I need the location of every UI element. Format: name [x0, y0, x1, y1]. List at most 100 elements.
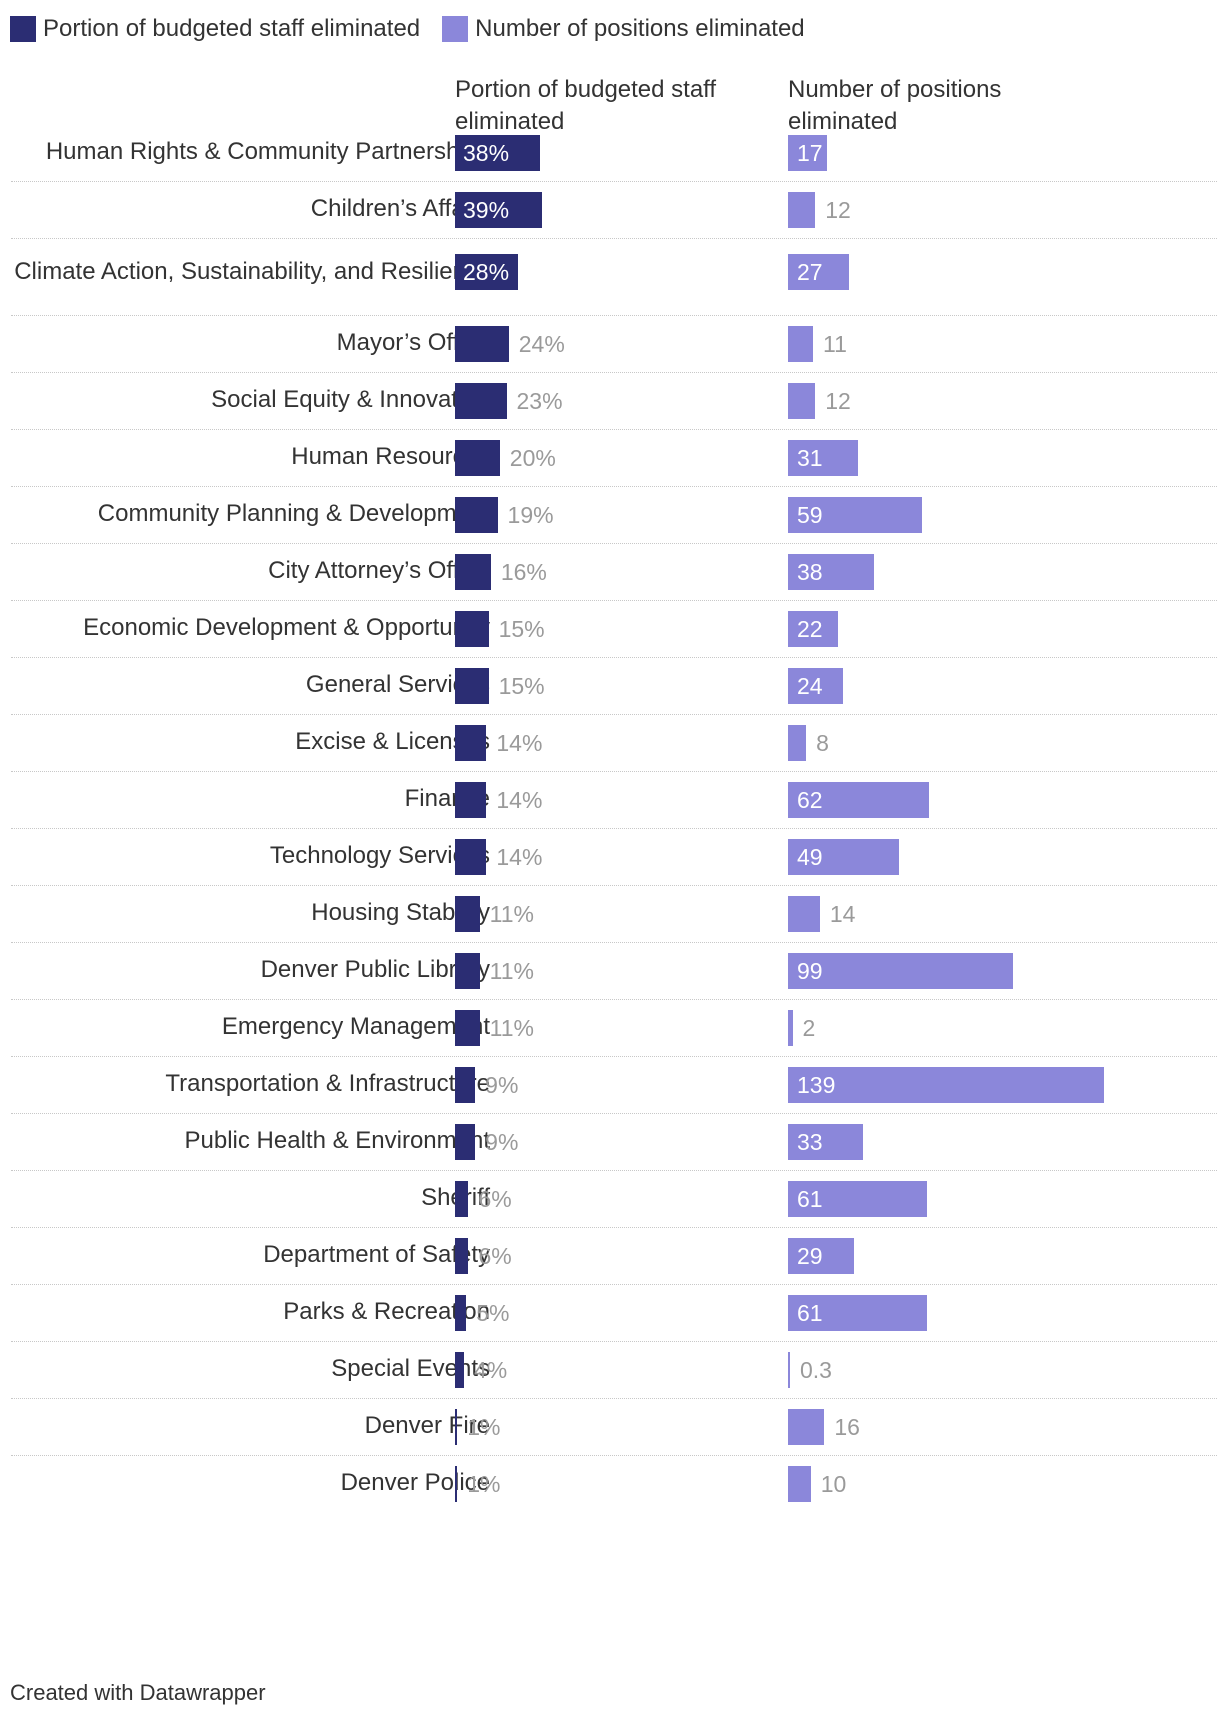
- positions-value-label: 31: [797, 445, 823, 471]
- row-separator: [11, 999, 1217, 1000]
- row-separator: [11, 885, 1217, 886]
- category-label: Denver Public Library: [260, 956, 490, 983]
- pct-value-label: 5%: [476, 1300, 510, 1326]
- pct-value-label: 23%: [516, 388, 563, 414]
- positions-value-label: 8: [816, 730, 829, 756]
- positions-value-label: 38: [797, 559, 823, 585]
- pct-bar: [455, 1409, 458, 1445]
- positions-bar: [788, 383, 816, 419]
- category-label: Transportation & Infrastructure: [165, 1070, 490, 1097]
- datawrapper-credit[interactable]: Created with Datawrapper: [10, 1680, 266, 1705]
- pct-value-label: 14%: [496, 730, 543, 756]
- pct-value-label: 39%: [463, 197, 510, 223]
- row-separator: [11, 771, 1217, 772]
- pct-value-label: 14%: [496, 844, 543, 870]
- positions-value-label: 12: [825, 197, 851, 223]
- column-header-num: Number of positions eliminated: [788, 76, 1002, 135]
- positions-bar: [788, 782, 929, 818]
- pct-bar: [455, 254, 518, 290]
- row-separator: [11, 315, 1217, 316]
- pct-bar: [455, 1352, 464, 1388]
- positions-bar: [788, 1181, 927, 1217]
- pct-value-label: 20%: [509, 445, 556, 471]
- positions-bar: [788, 326, 813, 362]
- legend-label-num: Number of positions eliminated: [475, 15, 805, 42]
- positions-bar: [788, 839, 900, 875]
- pct-value-label: 24%: [518, 331, 565, 357]
- row-separator: [11, 486, 1217, 487]
- row-separator: [11, 238, 1217, 239]
- positions-bar: [788, 896, 820, 932]
- row-separator: [11, 543, 1217, 544]
- pct-value-label: 6%: [478, 1186, 512, 1212]
- positions-value-label: 12: [825, 388, 851, 414]
- pct-bar: [455, 1238, 469, 1274]
- positions-value-label: 49: [797, 844, 823, 870]
- pct-bar: [455, 725, 487, 761]
- pct-value-label: 16%: [500, 559, 547, 585]
- positions-value-label: 29: [797, 1243, 823, 1269]
- positions-bar: [788, 497, 923, 533]
- pct-value-label: 14%: [496, 787, 543, 813]
- positions-bar: [788, 953, 1014, 989]
- category-label: Emergency Management: [221, 1013, 490, 1040]
- row-separator: [11, 714, 1217, 715]
- pct-bar: [455, 896, 480, 932]
- category-label: Housing Stability: [311, 899, 490, 926]
- category-label: City Attorney’s Office: [268, 557, 490, 584]
- pct-bar: [455, 1181, 469, 1217]
- category-label: Special Events: [331, 1355, 490, 1382]
- pct-bar: [455, 440, 500, 476]
- positions-bar: [788, 611, 838, 647]
- positions-value-label: 62: [797, 787, 823, 813]
- pct-value-label: 11%: [489, 1015, 534, 1041]
- row-separator: [11, 429, 1217, 430]
- pct-value-label: 28%: [463, 259, 510, 285]
- category-label: Sheriff: [10, 1183, 490, 1213]
- positions-value-label: 139: [797, 1072, 836, 1098]
- category-label: Climate Action, Sustainability, and Resi…: [14, 258, 490, 285]
- positions-bar: [788, 254, 850, 290]
- row-separator: [11, 1056, 1217, 1057]
- pct-bar: [455, 1067, 476, 1103]
- category-label: Excise & Licenses: [295, 728, 490, 755]
- row-separator: [11, 1227, 1217, 1228]
- category-label: General Services: [305, 671, 490, 698]
- positions-value-label: 24: [797, 673, 823, 699]
- row-separator: [11, 1170, 1217, 1171]
- category-label: Public Health & Environment: [184, 1127, 490, 1154]
- pct-bar: [455, 782, 487, 818]
- pct-value-label: 6%: [478, 1243, 512, 1269]
- bar-chart: Human Rights & Community Partnerships 38%…: [10, 135, 1217, 1502]
- pct-bar: [455, 839, 487, 875]
- positions-value-label: 99: [797, 958, 823, 984]
- legend-item-pct: Portion of budgeted staff eliminated: [10, 15, 420, 43]
- pct-bar: [455, 1010, 480, 1046]
- category-label: Department of Safety: [263, 1241, 490, 1268]
- positions-value-label: 10: [820, 1471, 847, 1497]
- row-separator: [11, 372, 1217, 373]
- pct-bar: [455, 192, 543, 228]
- positions-value-label: 14: [829, 901, 856, 927]
- positions-bar: [788, 668, 843, 704]
- category-label: Denver Police: [340, 1469, 490, 1496]
- pct-bar: [455, 383, 507, 419]
- positions-value-label: 17: [797, 140, 823, 166]
- positions-value-label: 0.3: [800, 1357, 832, 1383]
- positions-bar: [788, 1352, 790, 1388]
- pct-value-label: 11%: [489, 958, 534, 984]
- pct-bar: [455, 326, 509, 362]
- positions-value-label: 33: [797, 1129, 823, 1155]
- category-label: Parks & Recreation: [283, 1298, 490, 1325]
- row-separator: [11, 1113, 1217, 1114]
- positions-bar: [788, 1067, 1104, 1103]
- row-separator: [11, 181, 1217, 182]
- legend-label-pct: Portion of budgeted staff eliminated: [43, 15, 421, 42]
- positions-bar: [788, 192, 816, 228]
- positions-value-label: 2: [802, 1015, 816, 1041]
- positions-bar: [788, 440, 859, 476]
- pct-value-label: 9%: [485, 1072, 519, 1098]
- positions-bar: [788, 1466, 811, 1502]
- legend-item-num: Number of positions eliminated: [442, 15, 805, 43]
- pct-value-label: 9%: [485, 1129, 519, 1155]
